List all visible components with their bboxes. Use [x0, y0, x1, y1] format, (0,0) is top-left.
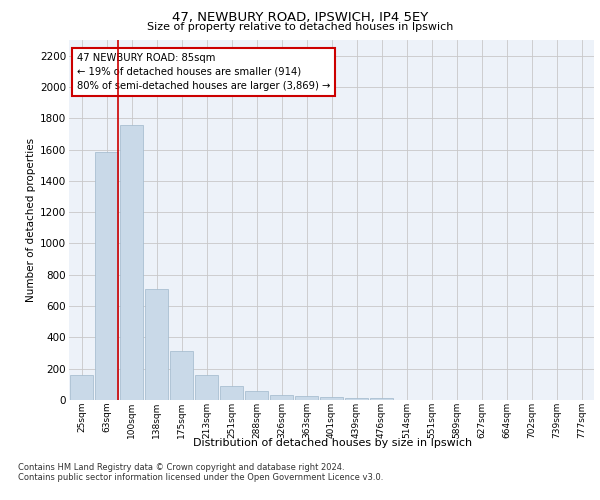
Bar	[320, 397, 343, 400]
Bar	[95, 152, 118, 400]
Bar	[345, 398, 368, 400]
Bar	[120, 126, 143, 400]
Text: Size of property relative to detached houses in Ipswich: Size of property relative to detached ho…	[147, 22, 453, 32]
Text: 47 NEWBURY ROAD: 85sqm
← 19% of detached houses are smaller (914)
80% of semi-de: 47 NEWBURY ROAD: 85sqm ← 19% of detached…	[77, 52, 330, 90]
Bar	[220, 386, 243, 400]
Text: Distribution of detached houses by size in Ipswich: Distribution of detached houses by size …	[193, 438, 473, 448]
Bar	[370, 398, 393, 400]
Bar	[270, 394, 293, 400]
Text: Contains public sector information licensed under the Open Government Licence v3: Contains public sector information licen…	[18, 472, 383, 482]
Y-axis label: Number of detached properties: Number of detached properties	[26, 138, 36, 302]
Bar	[245, 392, 268, 400]
Bar	[145, 289, 168, 400]
Bar	[195, 375, 218, 400]
Bar	[70, 375, 93, 400]
Text: Contains HM Land Registry data © Crown copyright and database right 2024.: Contains HM Land Registry data © Crown c…	[18, 462, 344, 471]
Bar	[170, 350, 193, 400]
Bar	[295, 396, 318, 400]
Text: 47, NEWBURY ROAD, IPSWICH, IP4 5EY: 47, NEWBURY ROAD, IPSWICH, IP4 5EY	[172, 11, 428, 24]
